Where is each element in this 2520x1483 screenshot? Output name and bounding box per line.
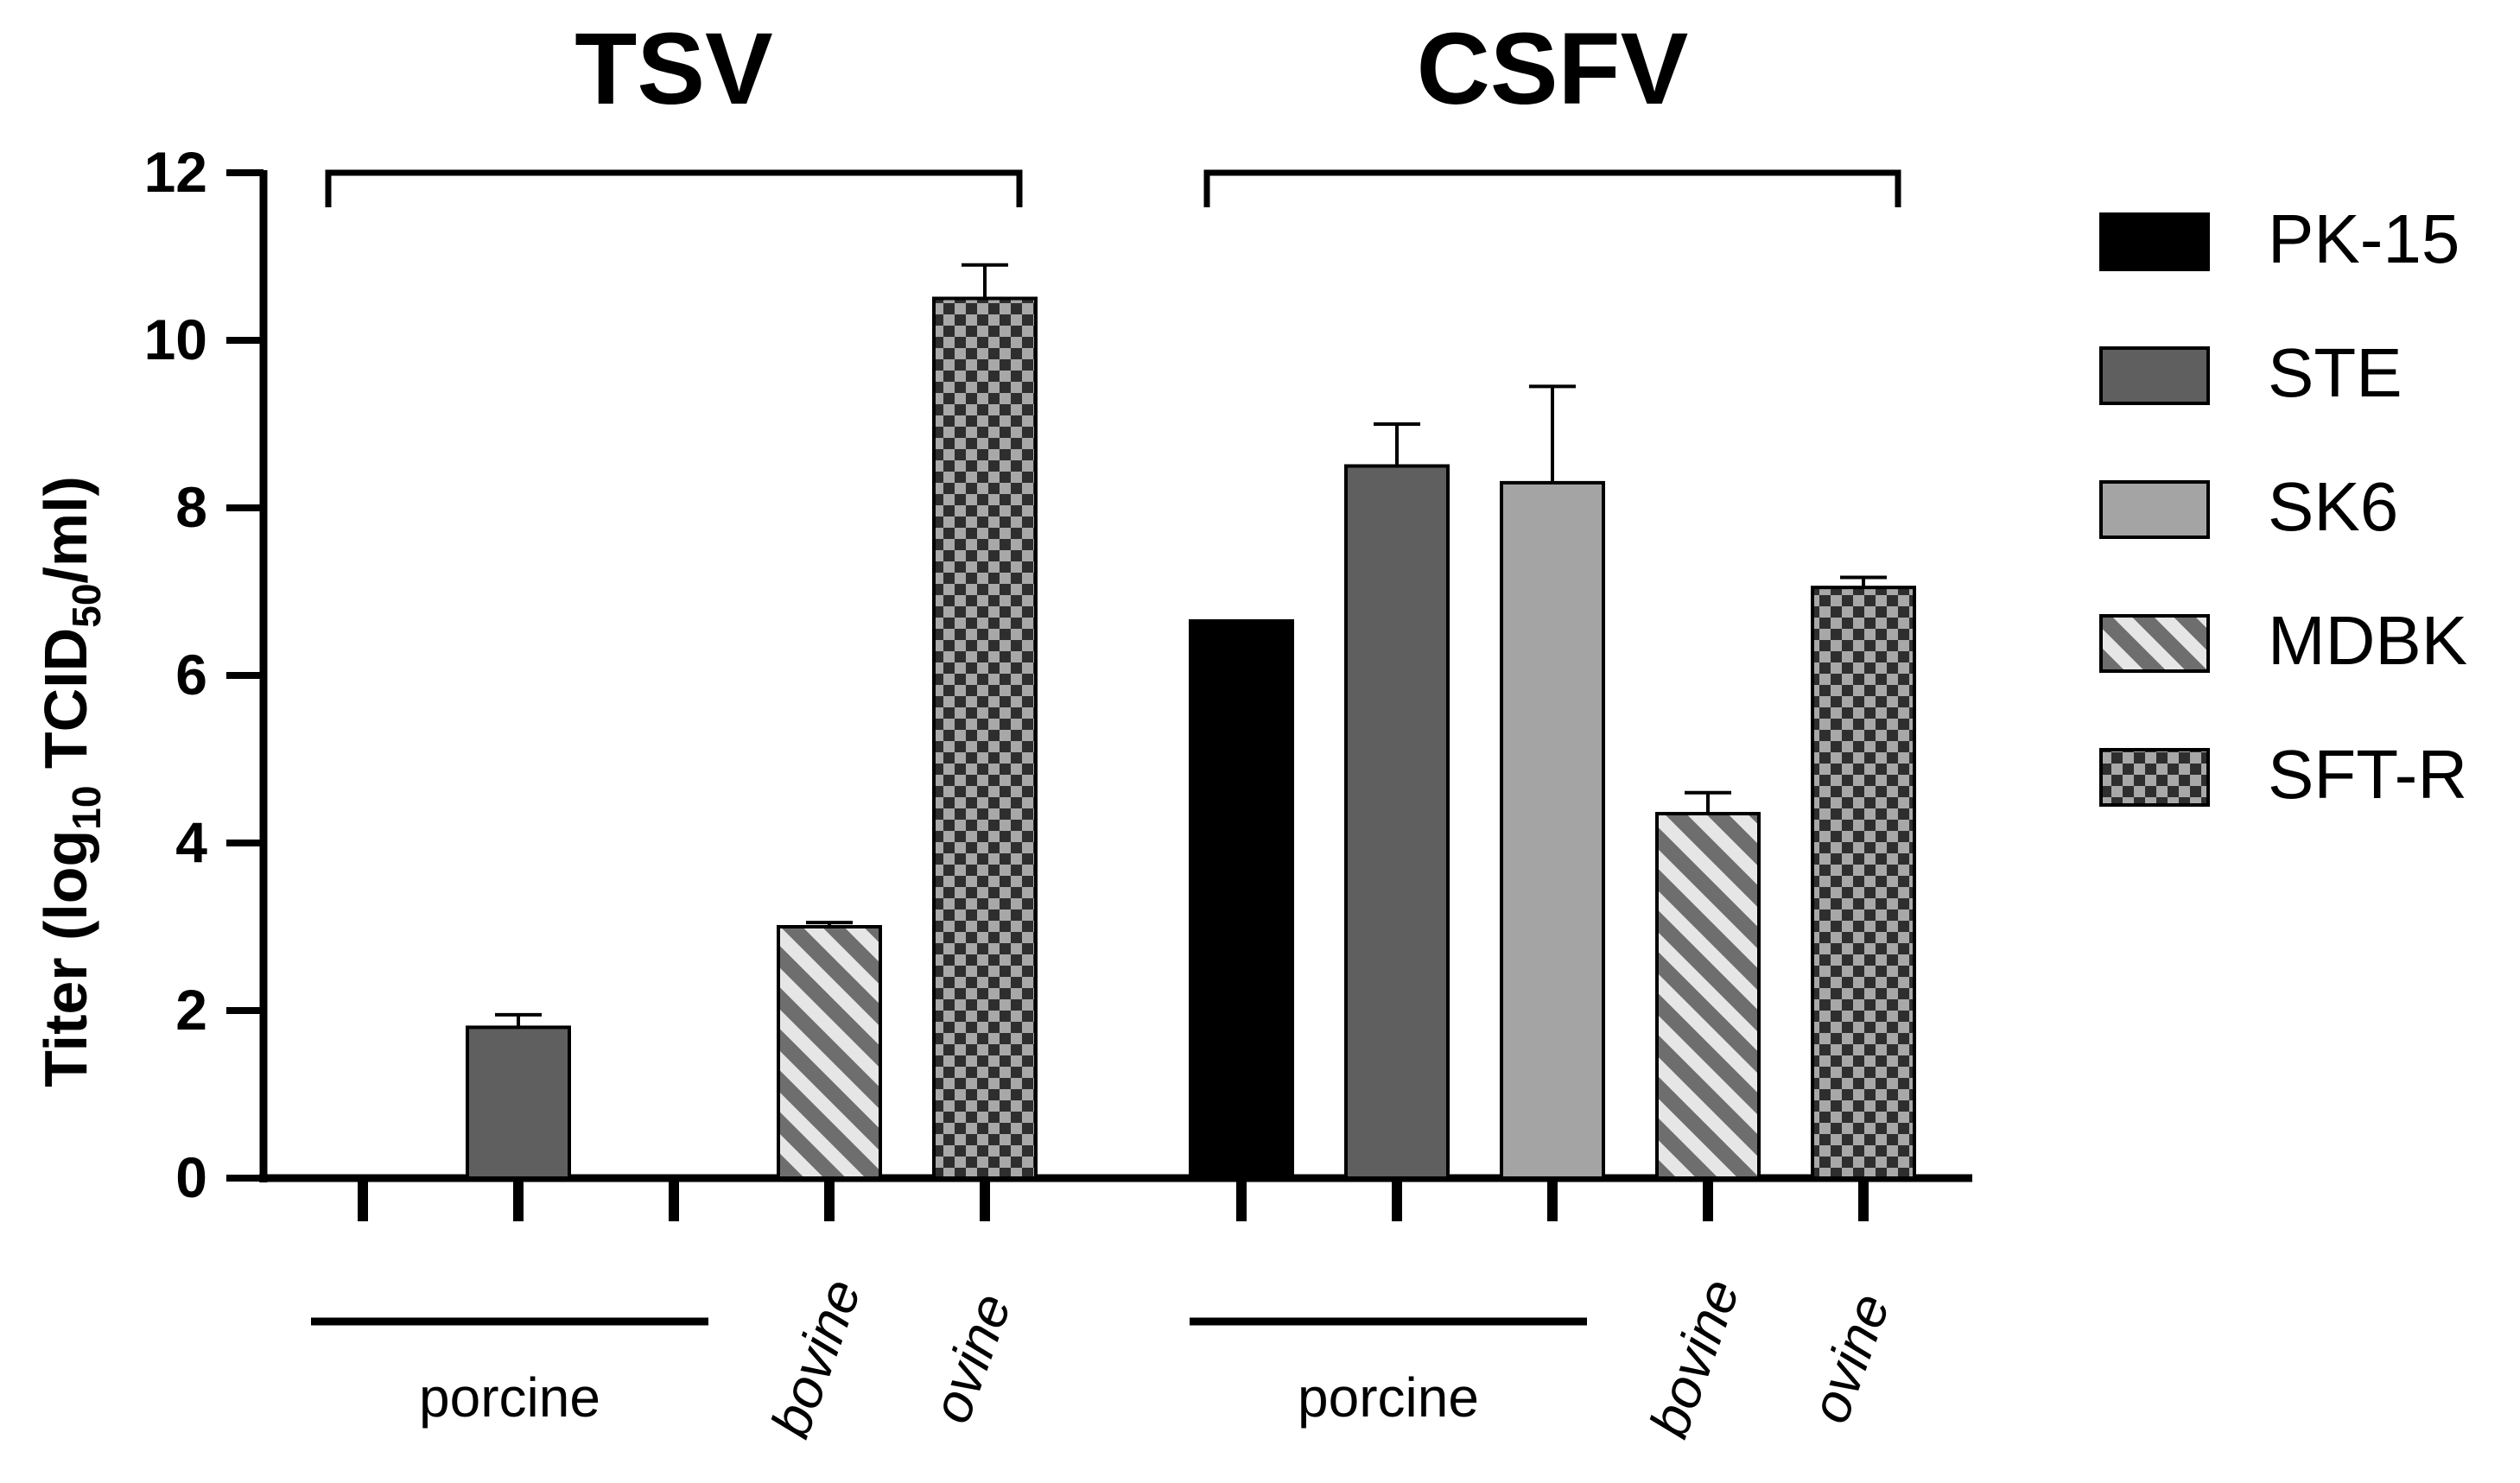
y-axis-label: Titer (log10 TCID50/ml): [32, 476, 109, 1087]
bar-csfv-sft-r: [1811, 586, 1916, 1180]
host-label-bovine: bovine: [759, 1271, 873, 1446]
bar-csfv-sk6: [1500, 480, 1605, 1180]
legend-label-sk6: SK6: [2268, 468, 2398, 545]
bar-csfv-mdbk: [1655, 812, 1761, 1180]
y-tick-label: 8: [175, 475, 207, 539]
legend-label-mdbk: MDBK: [2268, 602, 2467, 679]
bar-tsv-ste: [466, 1025, 571, 1181]
group-title: CSFV: [1417, 12, 1689, 126]
legend-swatch-ste: [2099, 346, 2210, 405]
host-label-bovine: bovine: [1637, 1271, 1751, 1446]
legend-label-sft-r: SFT-R: [2268, 736, 2467, 813]
y-tick-label: 4: [175, 810, 207, 874]
host-label-porcine: porcine: [419, 1366, 600, 1429]
legend-swatch-mdbk: [2099, 614, 2210, 673]
bar-tsv-mdbk: [777, 925, 882, 1180]
legend-swatch-sk6: [2099, 480, 2210, 539]
legend-label-pk-15: PK-15: [2268, 200, 2460, 277]
group-bracket: [1203, 169, 1901, 207]
y-tick-label: 0: [175, 1145, 207, 1209]
legend-label-ste: STE: [2268, 334, 2403, 411]
legend-swatch-sft-r: [2099, 748, 2210, 807]
y-tick-label: 12: [144, 140, 207, 204]
y-tick-label: 10: [144, 307, 207, 371]
host-label-ovine: ovine: [1798, 1285, 1901, 1430]
bar-tsv-sft-r: [932, 296, 1038, 1180]
host-label-ovine: ovine: [919, 1285, 1023, 1430]
bar-csfv-pk-15: [1189, 618, 1294, 1180]
y-tick-label: 6: [175, 643, 207, 707]
host-label-porcine: porcine: [1298, 1366, 1479, 1429]
y-tick-label: 2: [175, 978, 207, 1042]
bar-csfv-ste: [1344, 464, 1450, 1180]
group-bracket: [325, 169, 1023, 207]
legend-swatch-pk-15: [2099, 212, 2210, 271]
group-title: TSV: [574, 12, 773, 126]
